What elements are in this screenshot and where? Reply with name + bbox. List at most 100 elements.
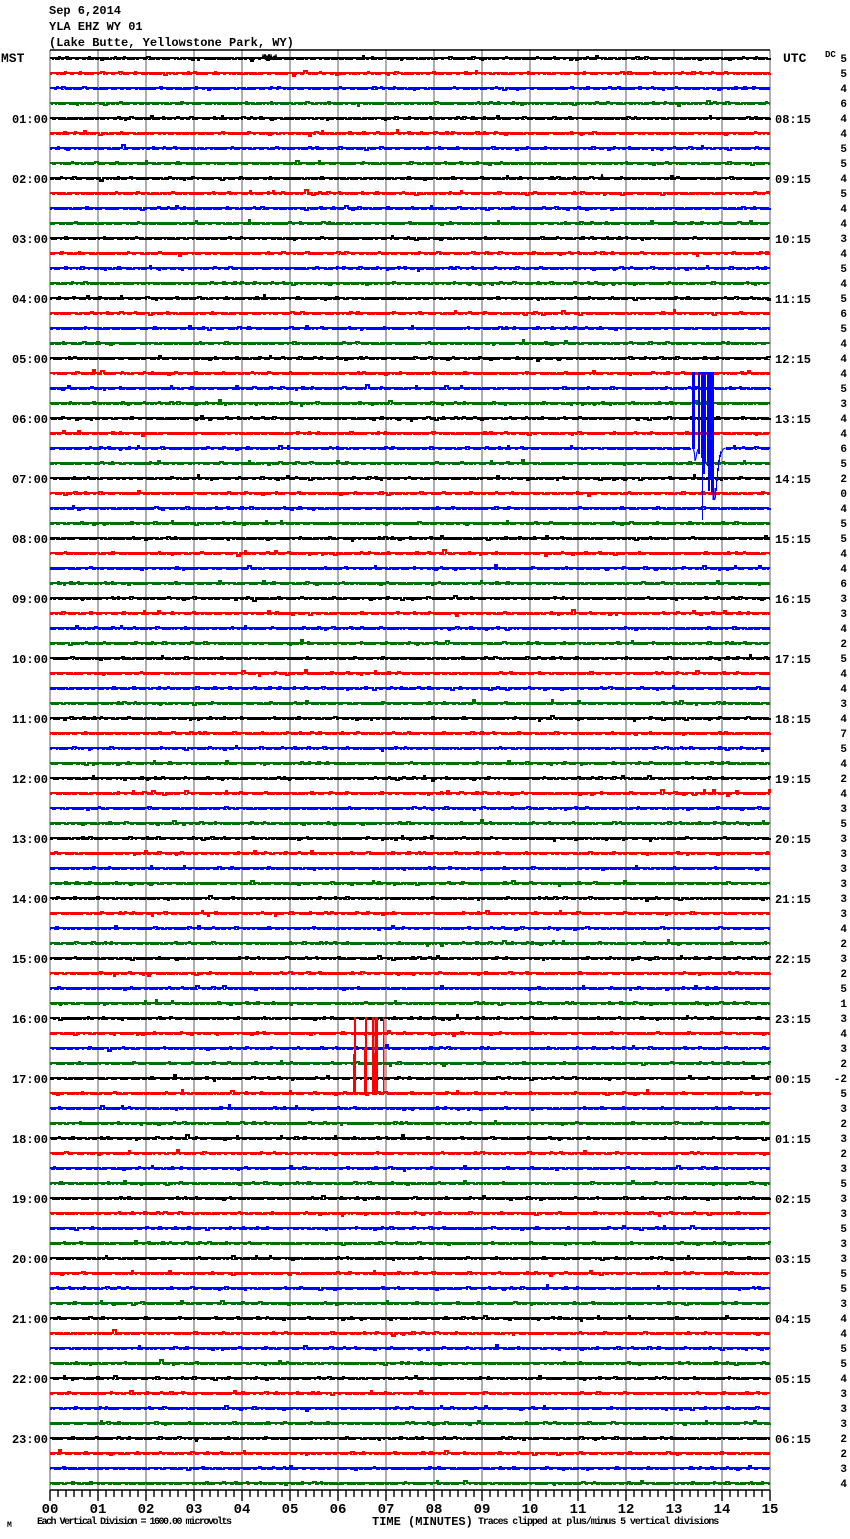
svg-text:5: 5 bbox=[840, 159, 847, 171]
svg-text:3: 3 bbox=[840, 1014, 847, 1026]
svg-text:08: 08 bbox=[426, 1502, 443, 1518]
svg-text:13: 13 bbox=[666, 1502, 683, 1518]
svg-text:16:00: 16:00 bbox=[12, 1013, 48, 1027]
svg-text:TIME (MINUTES): TIME (MINUTES) bbox=[372, 1515, 473, 1529]
svg-text:15:00: 15:00 bbox=[12, 953, 48, 967]
svg-text:4: 4 bbox=[840, 429, 847, 441]
svg-text:6: 6 bbox=[840, 99, 847, 111]
svg-text:4: 4 bbox=[840, 1479, 847, 1491]
svg-text:4: 4 bbox=[840, 1374, 847, 1386]
svg-text:UTC: UTC bbox=[783, 51, 807, 66]
svg-text:5: 5 bbox=[840, 144, 847, 156]
svg-text:5: 5 bbox=[840, 294, 847, 306]
svg-text:5: 5 bbox=[840, 324, 847, 336]
svg-text:06:00: 06:00 bbox=[12, 413, 48, 427]
svg-text:4: 4 bbox=[840, 669, 847, 681]
svg-text:07:00: 07:00 bbox=[12, 473, 48, 487]
svg-text:5: 5 bbox=[840, 1284, 847, 1296]
svg-text:3: 3 bbox=[840, 879, 847, 891]
svg-text:16:15: 16:15 bbox=[775, 593, 811, 607]
svg-text:01:00: 01:00 bbox=[12, 113, 48, 127]
svg-text:4: 4 bbox=[840, 1329, 847, 1341]
svg-text:4: 4 bbox=[840, 684, 847, 696]
svg-text:MST: MST bbox=[1, 51, 25, 66]
svg-text:5: 5 bbox=[840, 984, 847, 996]
svg-text:13:15: 13:15 bbox=[775, 413, 811, 427]
svg-text:3: 3 bbox=[840, 1209, 847, 1221]
svg-text:04:15: 04:15 bbox=[775, 1313, 811, 1327]
svg-text:2: 2 bbox=[840, 939, 847, 951]
svg-text:07: 07 bbox=[378, 1502, 395, 1518]
svg-text:3: 3 bbox=[840, 1254, 847, 1266]
svg-text:4: 4 bbox=[840, 1314, 847, 1326]
svg-text:6: 6 bbox=[840, 309, 847, 321]
svg-text:12:00: 12:00 bbox=[12, 773, 48, 787]
svg-text:17:00: 17:00 bbox=[12, 1073, 48, 1087]
svg-text:00:15: 00:15 bbox=[775, 1073, 811, 1087]
svg-text:4: 4 bbox=[840, 564, 847, 576]
svg-text:06: 06 bbox=[330, 1502, 347, 1518]
svg-text:23:00: 23:00 bbox=[12, 1433, 48, 1447]
svg-text:2: 2 bbox=[840, 639, 847, 651]
svg-text:Each Vertical Division = 1600.: Each Vertical Division = 1600.00 microvo… bbox=[37, 1516, 232, 1528]
svg-text:4: 4 bbox=[840, 114, 847, 126]
svg-text:5: 5 bbox=[840, 534, 847, 546]
svg-text:2: 2 bbox=[840, 774, 847, 786]
svg-text:5: 5 bbox=[840, 819, 847, 831]
svg-text:02:00: 02:00 bbox=[12, 173, 48, 187]
svg-text:4: 4 bbox=[840, 714, 847, 726]
svg-text:04: 04 bbox=[234, 1502, 251, 1518]
svg-text:09:00: 09:00 bbox=[12, 593, 48, 607]
svg-text:3: 3 bbox=[840, 1239, 847, 1251]
svg-text:3: 3 bbox=[840, 699, 847, 711]
svg-text:3: 3 bbox=[840, 234, 847, 246]
svg-text:5: 5 bbox=[840, 384, 847, 396]
svg-text:3: 3 bbox=[840, 864, 847, 876]
svg-text:14:00: 14:00 bbox=[12, 893, 48, 907]
svg-text:05:00: 05:00 bbox=[12, 353, 48, 367]
svg-text:15:15: 15:15 bbox=[775, 533, 811, 547]
svg-text:03:00: 03:00 bbox=[12, 233, 48, 247]
svg-text:10: 10 bbox=[522, 1502, 539, 1518]
svg-text:19:00: 19:00 bbox=[12, 1193, 48, 1207]
svg-text:13:00: 13:00 bbox=[12, 833, 48, 847]
svg-text:18:15: 18:15 bbox=[775, 713, 811, 727]
svg-text:(Lake Butte, Yellowstone Park,: (Lake Butte, Yellowstone Park, WY) bbox=[49, 36, 294, 50]
svg-text:4: 4 bbox=[840, 624, 847, 636]
svg-text:19:15: 19:15 bbox=[775, 773, 811, 787]
svg-text:20:15: 20:15 bbox=[775, 833, 811, 847]
svg-text:5: 5 bbox=[840, 69, 847, 81]
svg-text:YLA EHZ WY 01: YLA EHZ WY 01 bbox=[49, 20, 143, 34]
svg-text:3: 3 bbox=[840, 1044, 847, 1056]
svg-text:3: 3 bbox=[840, 399, 847, 411]
svg-text:2: 2 bbox=[840, 969, 847, 981]
svg-text:4: 4 bbox=[840, 414, 847, 426]
svg-text:14: 14 bbox=[714, 1502, 731, 1518]
svg-text:4: 4 bbox=[840, 504, 847, 516]
svg-text:3: 3 bbox=[840, 1464, 847, 1476]
svg-text:5: 5 bbox=[840, 264, 847, 276]
svg-text:0: 0 bbox=[840, 489, 847, 501]
svg-text:3: 3 bbox=[840, 804, 847, 816]
svg-text:5: 5 bbox=[840, 1344, 847, 1356]
svg-text:2: 2 bbox=[840, 1119, 847, 1131]
svg-text:08:15: 08:15 bbox=[775, 113, 811, 127]
svg-text:11: 11 bbox=[570, 1502, 587, 1518]
svg-text:4: 4 bbox=[840, 759, 847, 771]
svg-text:4: 4 bbox=[840, 204, 847, 216]
svg-text:4: 4 bbox=[840, 369, 847, 381]
svg-text:2: 2 bbox=[840, 1449, 847, 1461]
svg-text:6: 6 bbox=[840, 444, 847, 456]
svg-text:2: 2 bbox=[840, 1434, 847, 1446]
svg-text:3: 3 bbox=[840, 834, 847, 846]
svg-text:DC: DC bbox=[825, 50, 836, 60]
svg-text:-2: -2 bbox=[834, 1074, 847, 1086]
svg-text:09:15: 09:15 bbox=[775, 173, 811, 187]
svg-text:5: 5 bbox=[840, 519, 847, 531]
svg-text:1: 1 bbox=[840, 999, 847, 1011]
svg-text:2: 2 bbox=[840, 474, 847, 486]
svg-text:09: 09 bbox=[474, 1502, 491, 1518]
svg-text:4: 4 bbox=[840, 279, 847, 291]
svg-text:10:15: 10:15 bbox=[775, 233, 811, 247]
svg-text:3: 3 bbox=[840, 1104, 847, 1116]
